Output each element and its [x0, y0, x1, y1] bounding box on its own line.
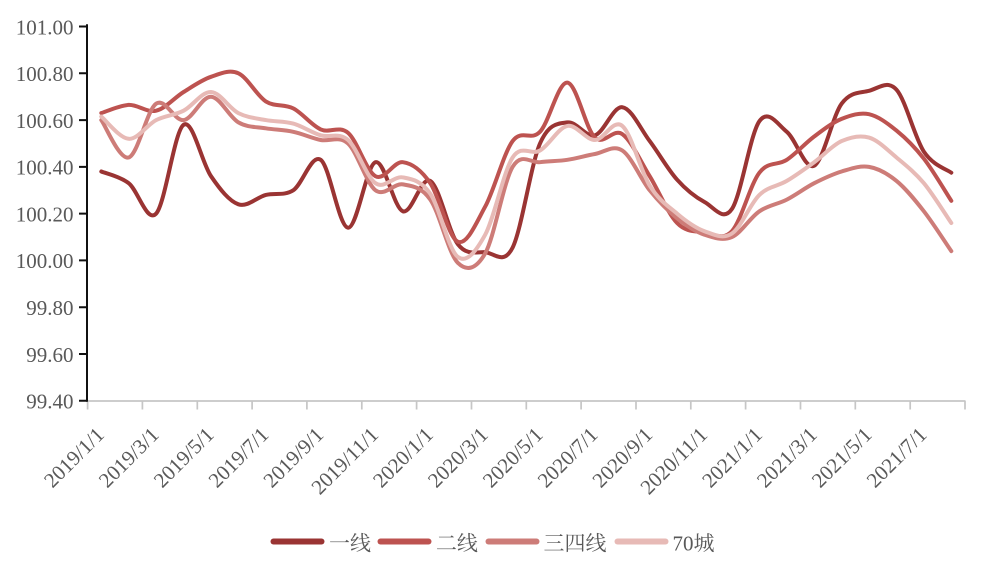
svg-text:99.60: 99.60 — [26, 343, 73, 367]
svg-text:100.80: 100.80 — [16, 62, 74, 86]
svg-text:100.60: 100.60 — [16, 109, 74, 133]
svg-text:70: 70 — [673, 532, 694, 556]
svg-text:100.00: 100.00 — [16, 249, 74, 273]
svg-text:99.40: 99.40 — [26, 390, 73, 414]
svg-text:100.40: 100.40 — [16, 156, 74, 180]
svg-text:99.80: 99.80 — [26, 296, 73, 320]
svg-text:101.00: 101.00 — [16, 15, 74, 39]
svg-text:100.20: 100.20 — [16, 202, 74, 226]
